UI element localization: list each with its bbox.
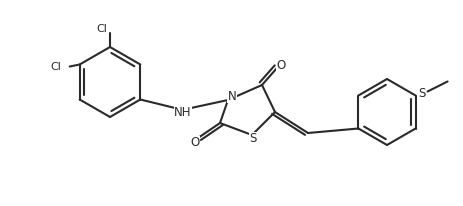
Text: O: O	[276, 59, 286, 71]
Text: S: S	[249, 132, 257, 145]
Text: N: N	[228, 89, 237, 103]
Text: Cl: Cl	[97, 24, 107, 34]
Text: Cl: Cl	[50, 62, 61, 71]
Text: NH: NH	[174, 105, 192, 118]
Text: O: O	[190, 137, 200, 150]
Text: S: S	[418, 87, 425, 100]
